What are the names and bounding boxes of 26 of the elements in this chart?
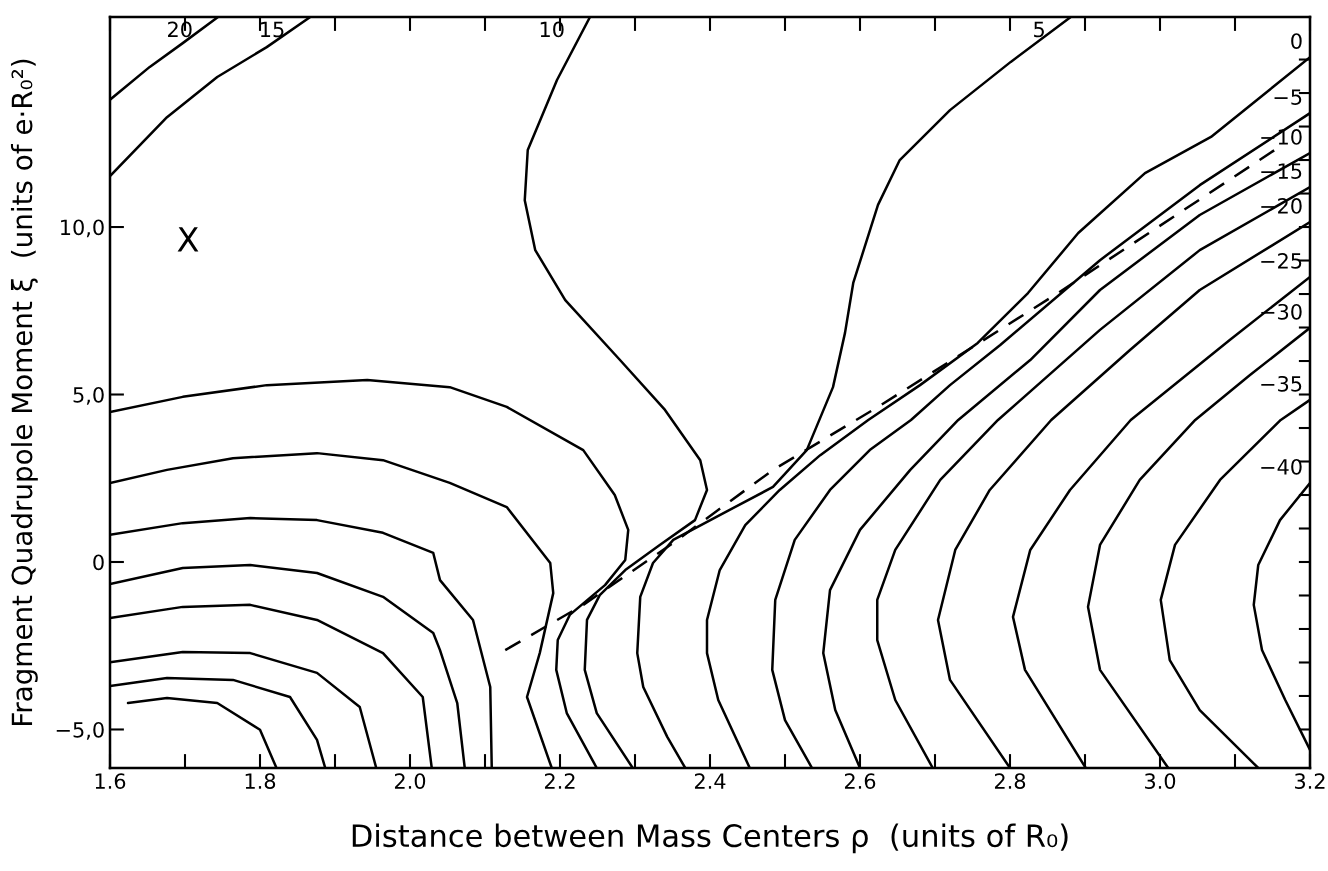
x-tick-label: 2.4	[694, 773, 726, 789]
legend-label: −25	[1261, 252, 1302, 269]
series-label: 0	[1291, 33, 1302, 49]
y-tick-label: 10,0	[61, 219, 104, 238]
x-tick-label: 2.0	[394, 773, 426, 789]
y-tick-label: 0	[93, 554, 104, 571]
x-tick-label: 1.6	[95, 773, 126, 789]
x-tick-label: 2.8	[994, 773, 1026, 789]
x-axis-title: Distance between Mass Centers ρ (units of R₀)	[352, 823, 1068, 854]
x-tick-label: 1.8	[245, 773, 276, 789]
x-tick-label: 3.0	[1145, 773, 1176, 789]
annotation: X	[177, 227, 199, 252]
x-tick-label: 3.2	[1295, 773, 1325, 789]
legend-label: 20	[168, 21, 192, 38]
legend-label: 5	[1034, 21, 1044, 38]
y-tick-label: −5,0	[56, 721, 104, 740]
series-label: −30	[1261, 303, 1302, 320]
legend-label: −40	[1261, 458, 1302, 475]
legend-label: −35	[1261, 375, 1302, 392]
series-label: 15	[261, 21, 284, 38]
y-axis-title: Fragment Quadrupole Moment ξ (units of e·R₀²)	[10, 59, 38, 725]
legend-label: −5	[1274, 89, 1302, 105]
x-tick-label: 2.6	[844, 773, 876, 789]
x-tick-label: 2.2	[544, 773, 575, 789]
legend-label: 10	[540, 21, 564, 38]
y-tick-label: 5,0	[73, 386, 104, 405]
